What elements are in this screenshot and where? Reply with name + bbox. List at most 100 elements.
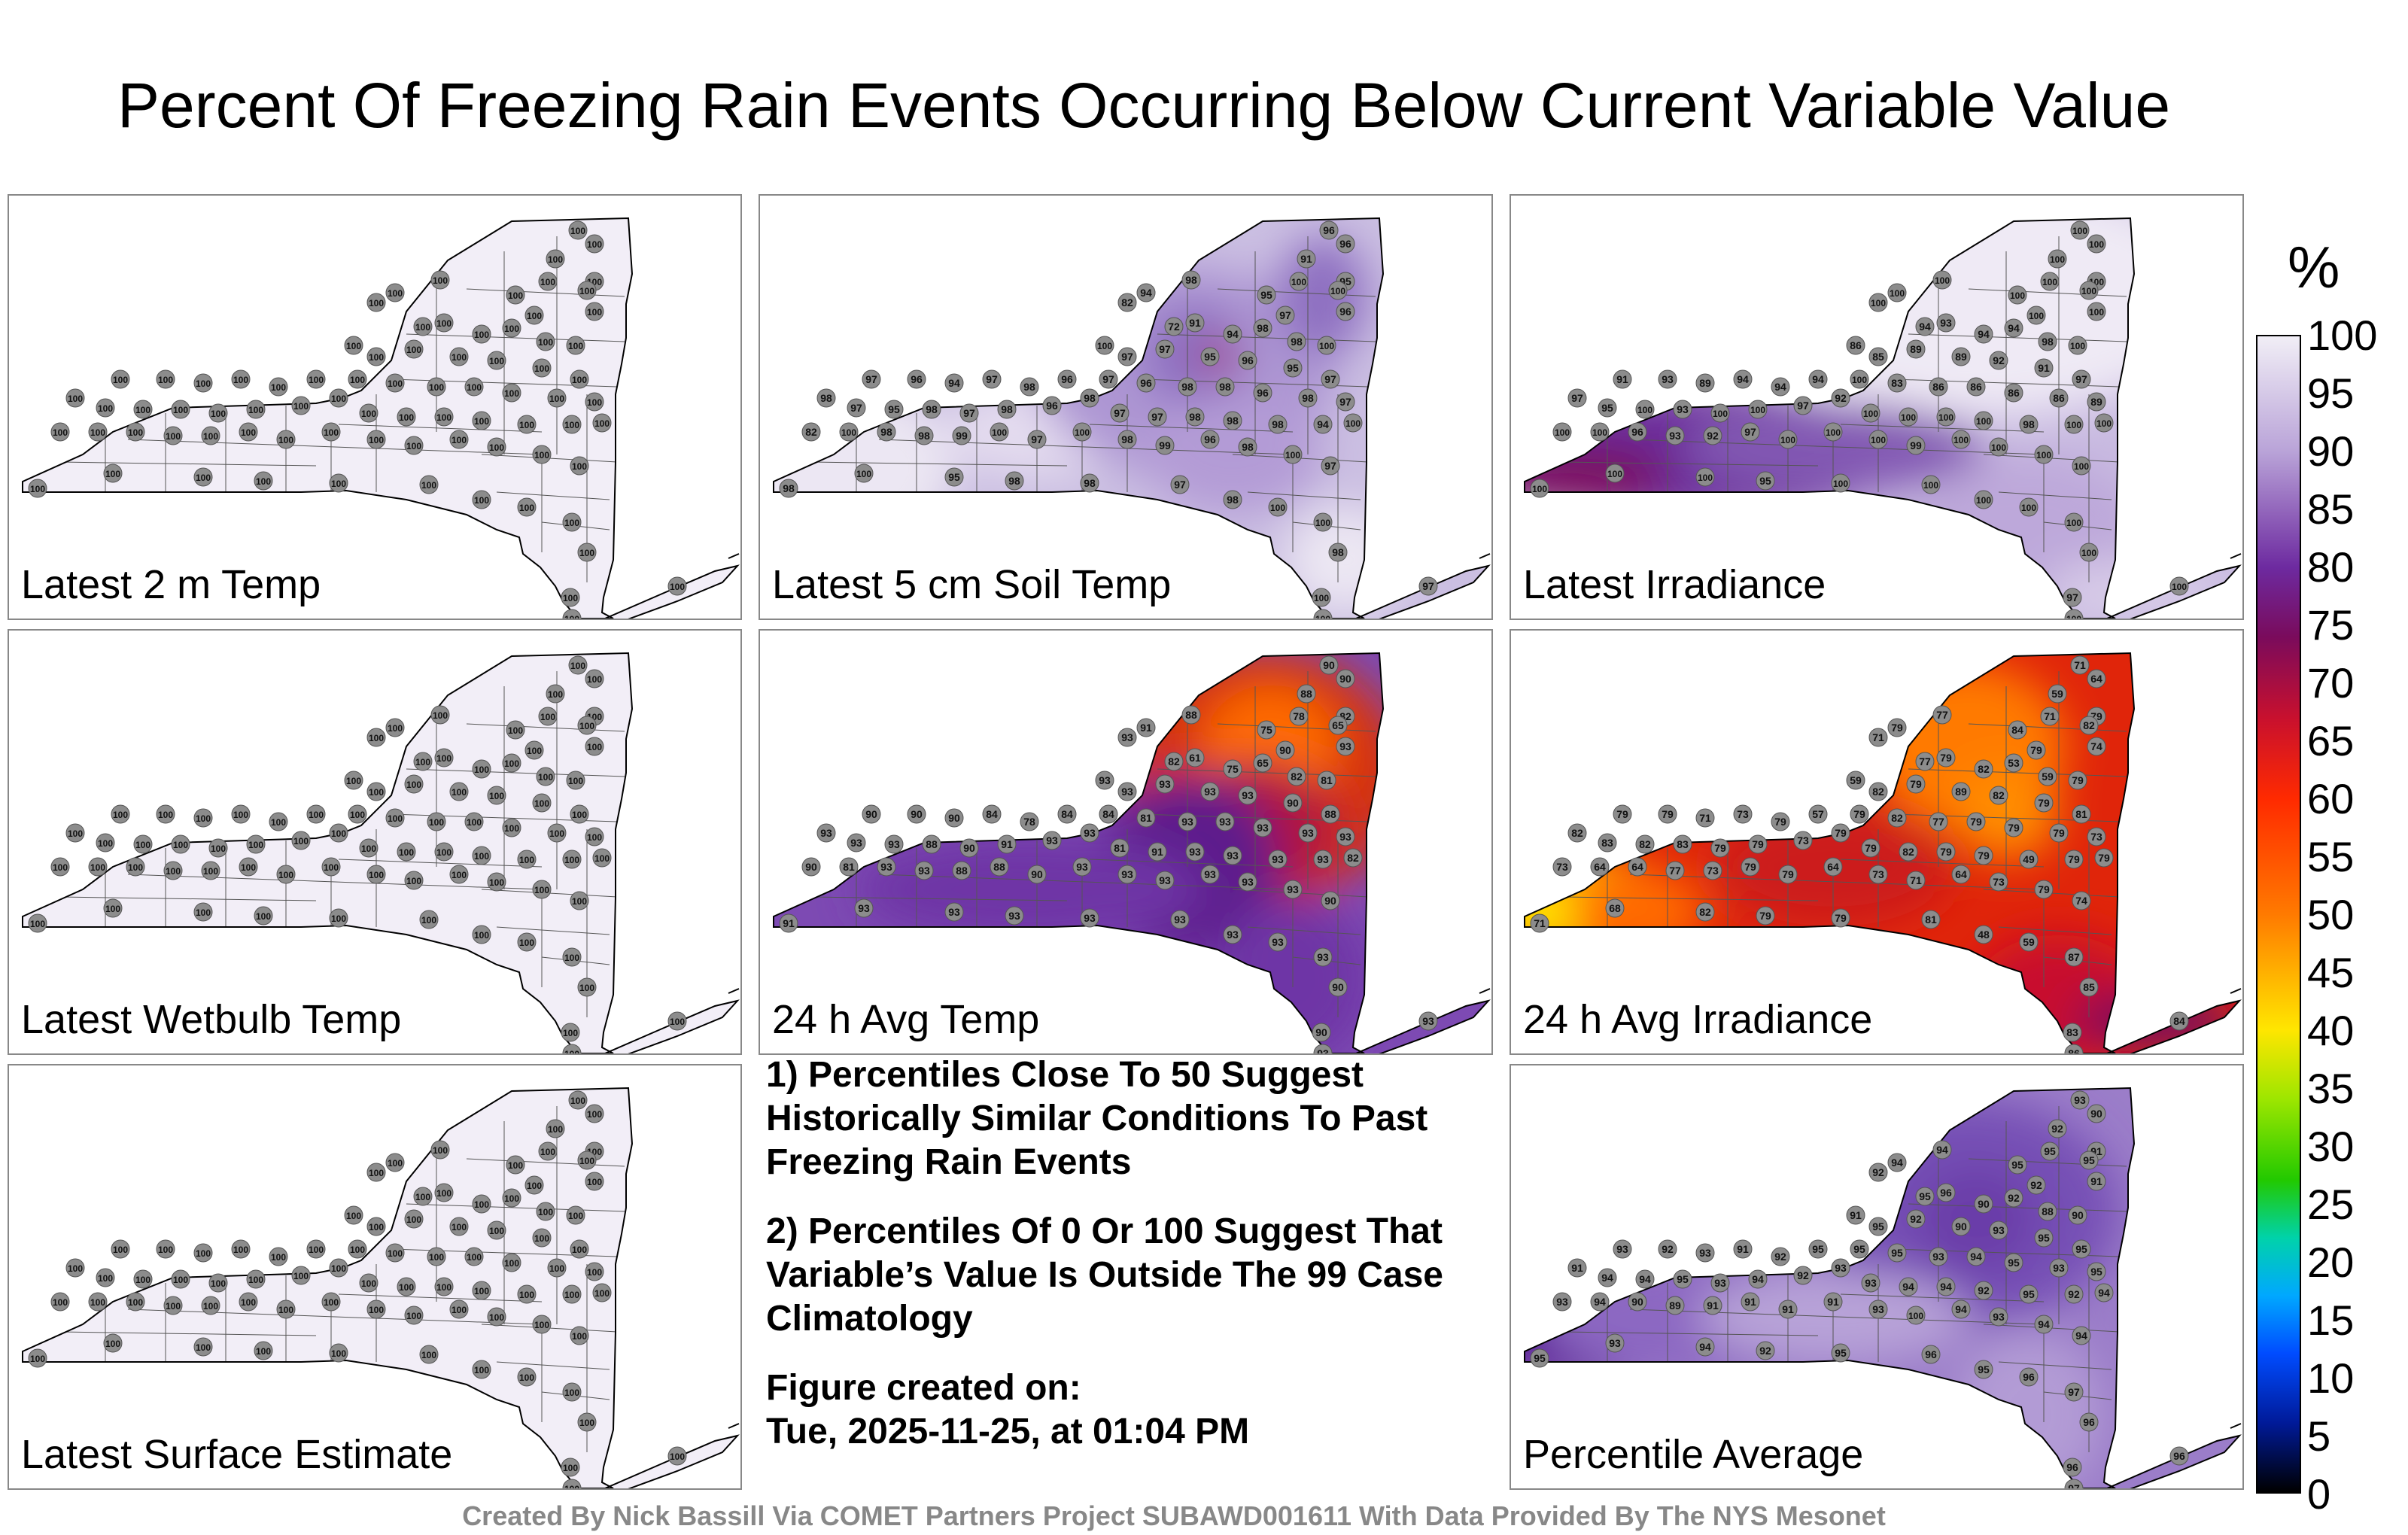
station-value: 97 bbox=[1031, 433, 1043, 445]
station-marker: 100 bbox=[359, 838, 379, 858]
station-value: 95 bbox=[1872, 1220, 1884, 1233]
station-value: 59 bbox=[2023, 936, 2035, 948]
station-value: 79 bbox=[1940, 752, 1952, 764]
station-marker: 100 bbox=[585, 1172, 604, 1191]
station-value: 100 bbox=[587, 1267, 602, 1278]
station-marker: 92 bbox=[1989, 351, 2008, 370]
station-value: 86 bbox=[1850, 339, 1862, 351]
station-marker: 93 bbox=[1117, 865, 1137, 884]
station-marker: 79 bbox=[2068, 771, 2087, 790]
station-value: 100 bbox=[587, 397, 602, 408]
station-marker: 91 bbox=[1185, 313, 1205, 333]
station-value: 100 bbox=[564, 1290, 579, 1300]
station-marker: 92 bbox=[1756, 1341, 1775, 1360]
station-value: 100 bbox=[158, 810, 173, 820]
station-marker: 97 bbox=[1321, 369, 1340, 389]
station-marker: 100 bbox=[577, 543, 597, 562]
station-value: 100 bbox=[474, 416, 489, 427]
station-value: 95 bbox=[1601, 402, 1613, 414]
station-marker: 100 bbox=[291, 1266, 311, 1285]
station-marker: 100 bbox=[546, 684, 565, 704]
station-marker: 100 bbox=[133, 1269, 153, 1289]
station-value: 94 bbox=[1737, 373, 1749, 385]
station-value: 100 bbox=[1901, 412, 1916, 423]
station-marker: 100 bbox=[562, 609, 582, 619]
station-value: 86 bbox=[2068, 1047, 2080, 1055]
station-marker: 98 bbox=[1185, 407, 1205, 427]
station-value: 100 bbox=[2074, 461, 2089, 472]
station-value: 93 bbox=[2074, 1094, 2086, 1106]
station-value: 100 bbox=[128, 1297, 143, 1308]
station-value: 100 bbox=[1890, 288, 1905, 299]
station-value: 100 bbox=[474, 495, 489, 506]
station-value: 100 bbox=[538, 337, 553, 348]
station-value: 100 bbox=[30, 1354, 45, 1364]
station-value: 48 bbox=[1978, 929, 1990, 941]
station-value: 100 bbox=[203, 431, 218, 442]
station-marker: 90 bbox=[959, 838, 979, 858]
station-value: 86 bbox=[1932, 381, 1944, 393]
station-marker: 93 bbox=[847, 833, 866, 853]
station-marker: 98 bbox=[779, 479, 798, 498]
station-value: 100 bbox=[350, 375, 365, 385]
percentile-fill bbox=[23, 653, 737, 1053]
station-value: 95 bbox=[2038, 1232, 2050, 1244]
station-value: 100 bbox=[436, 753, 451, 764]
station-value: 100 bbox=[30, 484, 45, 494]
station-marker: 96 bbox=[907, 369, 926, 389]
station-marker: 100 bbox=[585, 669, 604, 688]
colorbar-tick-label: 45 bbox=[2307, 949, 2355, 996]
station-marker: 98 bbox=[1178, 377, 1197, 397]
station-marker: 100 bbox=[2008, 285, 2027, 305]
island-marker bbox=[1479, 553, 1491, 559]
station-marker: 84 bbox=[982, 804, 1002, 824]
station-marker: 93 bbox=[1223, 925, 1242, 944]
station-value: 82 bbox=[1639, 838, 1651, 850]
station-marker: 96 bbox=[1253, 383, 1272, 403]
station-marker: 92 bbox=[2048, 1119, 2067, 1138]
station-value: 82 bbox=[1902, 846, 1914, 858]
station-marker: 100 bbox=[570, 1239, 589, 1259]
station-value: 96 bbox=[1140, 377, 1152, 389]
station-marker: 79 bbox=[1936, 748, 1956, 768]
station-value: 100 bbox=[369, 787, 384, 798]
station-value: 79 bbox=[2098, 852, 2110, 864]
station-value: 88 bbox=[956, 865, 968, 877]
station-value: 93 bbox=[1940, 317, 1952, 329]
station-value: 100 bbox=[196, 473, 211, 483]
station-marker: 79 bbox=[2094, 848, 2114, 868]
station-marker: 71 bbox=[1695, 808, 1715, 828]
station-marker: 100 bbox=[366, 728, 386, 747]
station-marker: 100 bbox=[577, 1412, 597, 1432]
station-value: 100 bbox=[579, 1156, 594, 1166]
station-marker: 100 bbox=[359, 1273, 379, 1293]
station-value: 100 bbox=[369, 870, 384, 880]
station-marker: 85 bbox=[1868, 347, 1888, 366]
station-marker: 100 bbox=[561, 1457, 580, 1477]
station-marker: 100 bbox=[472, 1194, 491, 1214]
station-value: 100 bbox=[540, 1147, 555, 1157]
station-marker: 100 bbox=[592, 1283, 612, 1302]
station-marker: 79 bbox=[1906, 774, 1926, 794]
station-value: 100 bbox=[2096, 418, 2112, 429]
station-marker: 85 bbox=[2079, 977, 2099, 997]
station-marker: 100 bbox=[1906, 1306, 1926, 1325]
station-value: 79 bbox=[2030, 744, 2042, 756]
station-marker: 93 bbox=[1831, 1258, 1850, 1278]
note-1: 1) Percentiles Close To 50 Suggest Histo… bbox=[766, 1055, 1428, 1182]
station-value: 79 bbox=[2053, 827, 2065, 839]
station-marker: 100 bbox=[524, 1175, 544, 1195]
station-value: 100 bbox=[1315, 614, 1330, 620]
station-marker: 100 bbox=[562, 1284, 582, 1304]
station-value: 100 bbox=[2036, 450, 2051, 460]
station-marker: 93 bbox=[1253, 818, 1272, 837]
station-marker: 75 bbox=[1257, 720, 1276, 740]
station-marker: 100 bbox=[585, 234, 604, 254]
station-marker: 100 bbox=[348, 369, 367, 389]
station-marker: 65 bbox=[1253, 753, 1272, 773]
station-value: 100 bbox=[1953, 435, 1969, 445]
station-marker: 81 bbox=[1317, 771, 1336, 790]
station-marker: 93 bbox=[1200, 782, 1220, 801]
station-marker: 91 bbox=[1741, 1292, 1760, 1312]
station-marker: 98 bbox=[1268, 415, 1288, 434]
